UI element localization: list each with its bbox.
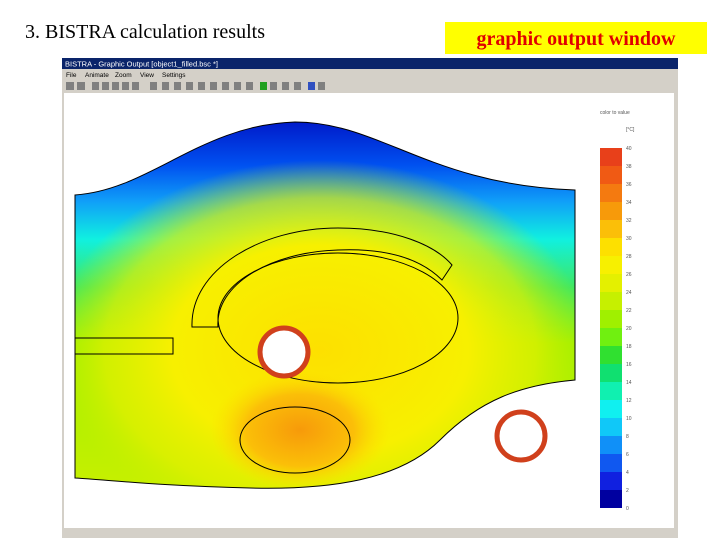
legend-swatch [600, 274, 622, 292]
tool-icon[interactable] [270, 82, 277, 90]
legend-swatch [600, 184, 622, 202]
tool-icon[interactable] [122, 82, 129, 90]
menu-item[interactable]: Zoom [115, 72, 132, 79]
outlines [74, 121, 576, 489]
legend-label: 2 [626, 488, 629, 494]
legend-swatch [600, 490, 622, 508]
legend-swatch [600, 400, 622, 418]
legend-label: 36 [626, 182, 632, 188]
toolbar [66, 82, 325, 90]
legend-swatch [600, 238, 622, 256]
legend-label: 18 [626, 344, 632, 350]
menu-item[interactable]: Animate [85, 72, 109, 79]
tool-icon[interactable] [246, 82, 253, 90]
tool-icon[interactable] [174, 82, 181, 90]
legend-swatch [600, 418, 622, 436]
tool-icon[interactable] [102, 82, 109, 90]
menu-bar: File Animate Zoom View Settings [66, 72, 186, 79]
legend-swatch [600, 256, 622, 274]
legend-swatch [600, 148, 622, 166]
tool-icon[interactable] [132, 82, 139, 90]
legend-swatch [600, 346, 622, 364]
legend-swatch [600, 454, 622, 472]
legend-label: 22 [626, 308, 632, 314]
tool-icon[interactable] [92, 82, 99, 90]
pipes [257, 325, 548, 463]
callout-box [445, 22, 707, 54]
tool-icon[interactable] [66, 82, 74, 90]
callout: graphic output window [477, 28, 676, 50]
legend-swatch [600, 472, 622, 490]
legend-label: 14 [626, 380, 632, 386]
legend-swatch [600, 382, 622, 400]
tool-icon[interactable] [198, 82, 205, 90]
title-bar [62, 58, 678, 69]
legend-label: 26 [626, 272, 632, 278]
legend-swatch [600, 220, 622, 238]
window-title: BISTRA - Graphic Output [object1_filled.… [65, 60, 218, 69]
tool-icon[interactable] [234, 82, 241, 90]
legend-label: 28 [626, 254, 632, 260]
legend-swatch [600, 364, 622, 382]
legend-label: 40 [626, 146, 632, 152]
window: BISTRA - Graphic Output [object1_filled.… [62, 58, 678, 538]
tool-icon[interactable] [222, 82, 229, 90]
legend-swatch [600, 328, 622, 346]
legend-swatch [600, 436, 622, 454]
legend-caption: color to value [600, 110, 630, 116]
legend-label: 38 [626, 164, 632, 170]
legend-label: 6 [626, 452, 629, 458]
tool-icon[interactable] [318, 82, 325, 90]
legend-swatch [600, 292, 622, 310]
legend-label: 8 [626, 434, 629, 440]
legend-swatch [600, 166, 622, 184]
tool-icon[interactable] [162, 82, 169, 90]
menu-item[interactable]: File [66, 72, 77, 79]
tool-icon[interactable] [77, 82, 85, 90]
tool-icon[interactable] [186, 82, 193, 90]
legend-label: 30 [626, 236, 632, 242]
tool-icon[interactable] [112, 82, 119, 90]
legend-label: 16 [626, 362, 632, 368]
legend-label: 32 [626, 218, 632, 224]
legend-swatch [600, 310, 622, 328]
legend-label: 34 [626, 200, 632, 206]
legend-label: 4 [626, 470, 629, 476]
legend-swatch [600, 202, 622, 220]
tool-icon[interactable] [308, 82, 315, 90]
legend-label: 20 [626, 326, 632, 332]
legend-unit: [°C] [626, 127, 635, 133]
tool-icon[interactable] [294, 82, 301, 90]
legend-label: 24 [626, 290, 632, 296]
tool-icon[interactable] [282, 82, 289, 90]
tool-icon[interactable] [210, 82, 217, 90]
tool-icon[interactable] [150, 82, 157, 90]
menu-item[interactable]: Settings [162, 72, 186, 79]
tool-icon[interactable] [260, 82, 267, 90]
slide-title: 3. BISTRA calculation results [25, 21, 265, 43]
legend-label: 0 [626, 506, 629, 512]
legend-label: 12 [626, 398, 632, 404]
legend-label: 10 [626, 416, 632, 422]
menu-item[interactable]: View [140, 72, 154, 79]
